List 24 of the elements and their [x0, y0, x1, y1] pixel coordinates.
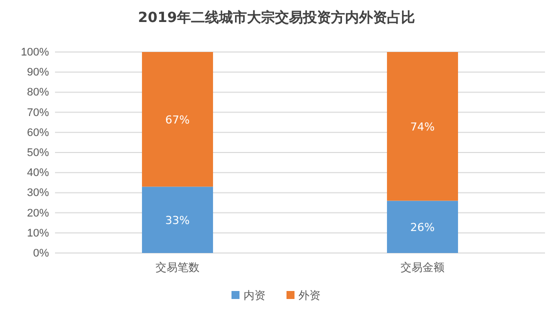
y-tick-label: 50%: [26, 147, 50, 160]
y-tick-label: 20%: [26, 207, 50, 220]
y-tick-label: 90%: [26, 66, 50, 79]
legend-label: 外资: [298, 289, 320, 302]
bar: [142, 52, 214, 187]
y-tick-label: 70%: [26, 106, 50, 119]
y-tick-label: 30%: [26, 187, 50, 200]
data-label: 26%: [410, 220, 435, 234]
y-tick-label: 80%: [26, 86, 50, 99]
y-tick-label: 10%: [26, 227, 50, 240]
data-label: 33%: [165, 214, 190, 227]
bar: [386, 200, 458, 253]
y-tick-label: 0%: [33, 248, 50, 260]
data-label: 67%: [165, 113, 190, 126]
x-tick-label: 交易金额: [400, 260, 444, 274]
y-tick-label: 40%: [26, 167, 50, 180]
x-tick-label: 交易笔数: [156, 260, 200, 274]
bar: [142, 186, 214, 253]
chart-title: 2019年二线城市大宗交易投资方内外资占比: [138, 9, 415, 26]
data-label: 74%: [410, 120, 435, 134]
y-tick-label: 60%: [26, 126, 50, 139]
legend-label: 内资: [244, 289, 266, 302]
y-tick-label: 100%: [20, 46, 50, 59]
bar: [386, 52, 458, 201]
